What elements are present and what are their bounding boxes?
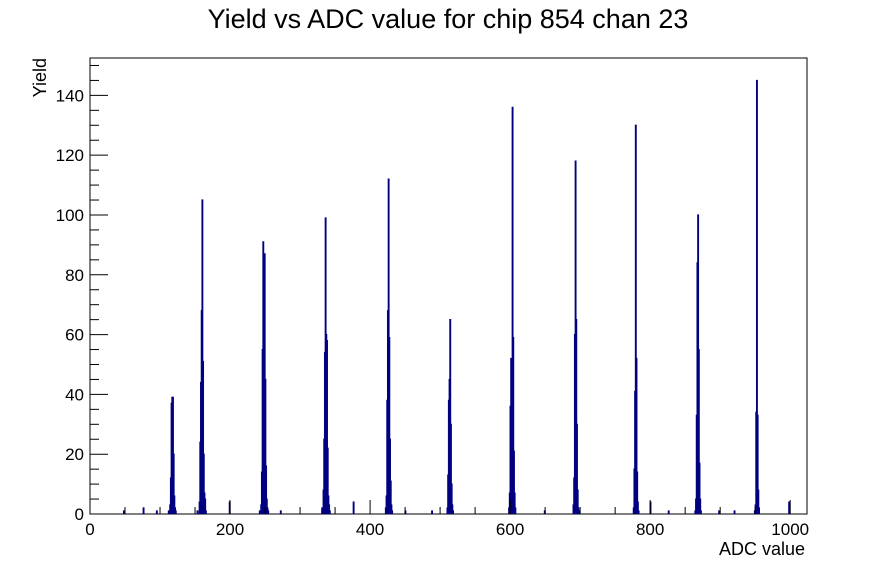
y-axis: 0 20 40 60 80 100 120 140 xyxy=(56,64,108,524)
histogram-bin xyxy=(264,378,267,514)
histogram-bin xyxy=(390,504,393,514)
histogram-bin xyxy=(698,462,701,514)
x-tick-label: 800 xyxy=(636,520,664,539)
histogram-bin xyxy=(636,501,639,514)
histogram-bin xyxy=(202,453,205,514)
histogram-bin xyxy=(452,510,454,514)
histogram-bin xyxy=(667,510,670,514)
histogram-bin xyxy=(733,510,736,514)
histogram-bin xyxy=(267,510,270,514)
histogram-bin xyxy=(279,510,282,514)
histogram-bin xyxy=(321,507,324,514)
histogram-bin xyxy=(196,510,199,514)
histogram-bin xyxy=(755,79,758,514)
x-tick-label: 200 xyxy=(216,520,244,539)
histogram-bin xyxy=(172,453,175,514)
histogram-bin xyxy=(431,510,433,514)
histogram-bin xyxy=(699,498,702,514)
histogram-bin xyxy=(451,504,454,514)
y-tick-label: 100 xyxy=(56,206,84,225)
histogram-bin xyxy=(718,510,721,514)
histogram-bin xyxy=(201,199,204,514)
histogram-bin xyxy=(635,357,638,514)
histogram-bin xyxy=(757,489,760,514)
histogram-bin xyxy=(389,438,391,514)
y-axis-title: Yield xyxy=(30,58,50,97)
x-axis: 0 200 400 600 800 1000 xyxy=(85,500,809,539)
histogram-bin xyxy=(758,507,760,514)
histogram-bin xyxy=(449,319,452,514)
histogram-bin xyxy=(173,495,176,514)
x-tick-label: 0 xyxy=(85,520,94,539)
histogram-bin xyxy=(388,336,391,514)
histogram-bin xyxy=(450,423,452,514)
y-tick-label: 0 xyxy=(75,505,84,524)
y-tick-label: 80 xyxy=(65,266,84,285)
histogram-bin xyxy=(512,336,515,514)
histogram-bin xyxy=(142,507,145,514)
x-tick-label: 1000 xyxy=(771,520,809,539)
histogram-bin xyxy=(167,510,170,514)
histogram-bin xyxy=(756,414,759,514)
histogram-bin xyxy=(699,510,702,514)
histogram-bin xyxy=(123,510,125,514)
histogram-bin xyxy=(174,510,177,514)
histogram-bin xyxy=(514,507,517,514)
histogram-bin xyxy=(204,510,207,514)
histogram-bin xyxy=(391,510,394,514)
histogram-bin xyxy=(575,319,578,514)
histogram-bin xyxy=(578,510,581,514)
histogram-bin xyxy=(510,357,513,514)
x-tick-label: 400 xyxy=(356,520,384,539)
histogram-bin xyxy=(202,360,205,514)
histogram-bin xyxy=(697,348,700,514)
x-axis-title: ADC value xyxy=(719,539,805,559)
histogram-bin xyxy=(265,498,268,514)
histogram-bin xyxy=(265,465,268,514)
histogram-bin xyxy=(328,504,331,514)
y-tick-label: 140 xyxy=(56,86,84,105)
x-tick-label: 600 xyxy=(496,520,524,539)
histogram-bin xyxy=(513,450,515,514)
y-tick-label: 40 xyxy=(65,385,84,404)
histogram-bin xyxy=(204,498,207,514)
histogram-bin xyxy=(576,423,578,514)
histogram-bin xyxy=(352,501,355,514)
histogram-bars xyxy=(123,79,791,514)
histogram-bin xyxy=(636,471,639,514)
y-tick-label: 20 xyxy=(65,445,84,464)
histogram-bin xyxy=(634,124,637,514)
histogram-bin xyxy=(450,483,453,514)
histogram-bin xyxy=(511,106,514,514)
histogram-bin xyxy=(788,501,791,514)
histogram-bin xyxy=(576,489,579,514)
histogram-bin xyxy=(513,492,516,514)
histogram-bin xyxy=(389,480,392,514)
histogram-bin xyxy=(258,510,261,514)
histogram-bin xyxy=(637,510,640,514)
histogram-bin xyxy=(155,510,158,514)
chart-title: Yield vs ADC value for chip 854 chan 23 xyxy=(208,4,689,34)
histogram-bin xyxy=(328,510,331,514)
histogram-bin xyxy=(326,339,328,514)
histogram-bin xyxy=(326,447,329,514)
y-tick-label: 120 xyxy=(56,146,84,165)
y-tick-label: 60 xyxy=(65,326,84,345)
